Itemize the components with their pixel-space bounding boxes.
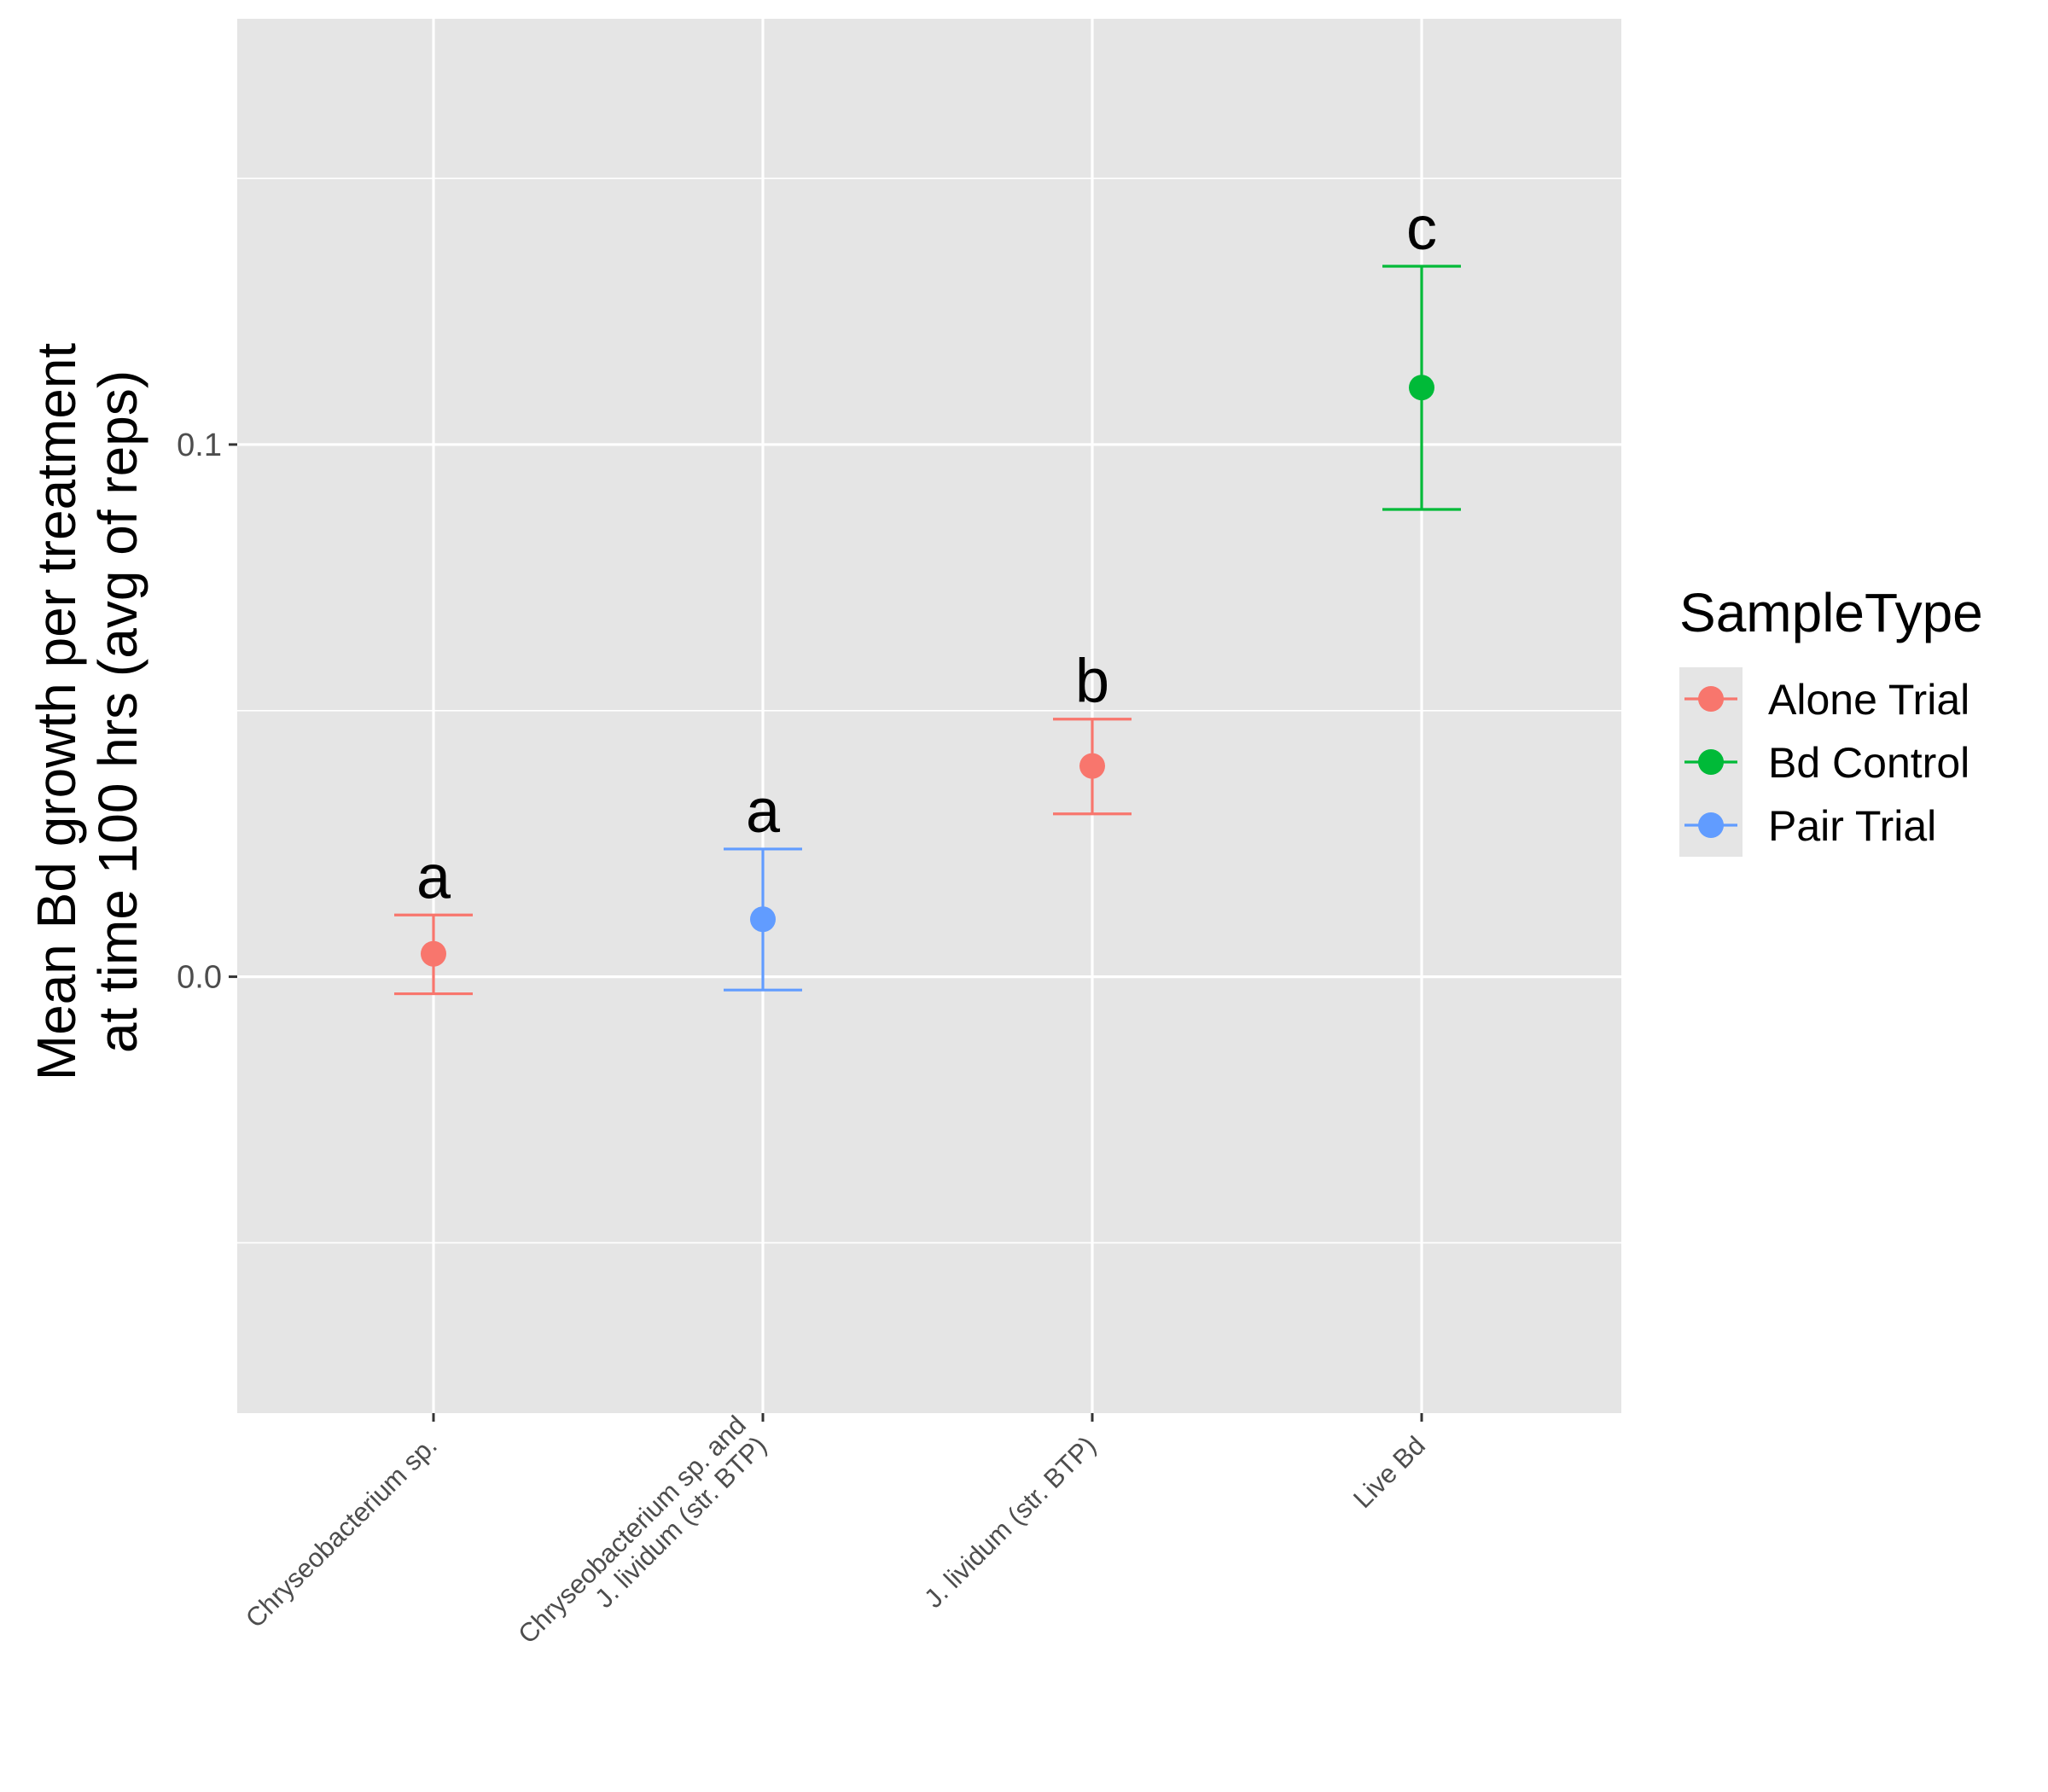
data-point-group: c	[1382, 195, 1461, 511]
legend-key-point	[1698, 749, 1724, 775]
gridlines	[237, 19, 1621, 1413]
significance-letter: c	[1406, 195, 1437, 263]
y-tick-label: 0.1	[177, 428, 222, 463]
legend-key-point	[1698, 812, 1724, 838]
legend-item: Bd Control	[1679, 730, 1969, 794]
legend-title: SampleType	[1679, 582, 1983, 643]
y-axis-title-line: Mean Bd growth per treatment	[26, 343, 87, 1081]
legend-label: Alone Trial	[1768, 676, 1969, 724]
y-axis: 0.0 0.1	[177, 428, 237, 996]
mean-point	[750, 906, 776, 933]
mean-point	[421, 940, 446, 967]
y-tick-label: 0.0	[177, 960, 222, 996]
y-axis-title-line: at time 100 hrs (avg of reps)	[87, 370, 148, 1053]
data-point-group: a	[394, 843, 473, 996]
data-point-group: a	[724, 777, 802, 992]
legend-label: Pair Trial	[1768, 802, 1936, 850]
legend-item: Alone Trial	[1679, 667, 1969, 730]
legend-label: Bd Control	[1768, 739, 1969, 787]
data-point-group: b	[1053, 648, 1132, 816]
data-series: a a b c	[394, 195, 1461, 996]
legend-item: Pair Trial	[1679, 794, 1936, 857]
y-axis-title: Mean Bd growth per treatmentat time 100 …	[26, 343, 148, 1081]
significance-letter: a	[416, 843, 451, 911]
significance-letter: b	[1075, 648, 1109, 716]
legend: SampleType Alone Trial Bd Control Pair Tria…	[1679, 582, 1983, 857]
significance-letter: a	[746, 777, 781, 846]
plot-panel	[237, 19, 1621, 1413]
y-axis-title-text: Mean Bd growth per treatmentat time 100 …	[26, 343, 148, 1081]
legend-key-point	[1698, 686, 1724, 712]
mean-point	[1409, 375, 1434, 401]
mean-point	[1079, 753, 1105, 779]
